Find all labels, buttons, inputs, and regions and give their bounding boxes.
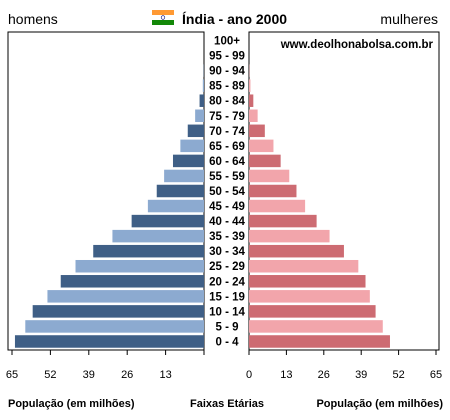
age-group-label: 95 - 99 <box>209 51 245 63</box>
female-bar <box>249 244 344 258</box>
male-bar <box>112 229 204 243</box>
age-group-label: 65 - 69 <box>209 141 245 153</box>
x-tick-label: 13 <box>280 369 292 381</box>
x-axis-title-left: População (em milhões) <box>8 398 135 410</box>
male-bar <box>202 79 204 92</box>
x-tick-label: 26 <box>318 369 330 381</box>
age-group-label: 35 - 39 <box>209 231 245 243</box>
x-tick-label: 65 <box>6 369 18 381</box>
age-group-label: 80 - 84 <box>209 96 245 108</box>
male-bar <box>172 154 204 168</box>
female-bar <box>249 154 281 168</box>
female-bar <box>249 94 254 107</box>
female-bar <box>249 259 359 273</box>
x-tick-label: 65 <box>430 369 442 381</box>
male-bar <box>156 184 204 198</box>
age-group-label: 20 - 24 <box>209 276 245 288</box>
left-series-label: homens <box>8 11 58 27</box>
age-group-label: 40 - 44 <box>209 216 245 228</box>
female-bar <box>249 124 265 138</box>
female-bar <box>249 139 274 153</box>
female-bar <box>249 335 390 348</box>
x-axis-title-center: Faixas Etárias <box>190 398 264 410</box>
age-group-label: 75 - 79 <box>209 111 245 123</box>
male-bar <box>75 259 204 273</box>
age-group-label: 55 - 59 <box>209 171 245 183</box>
watermark-text: www.deolhonabolsa.com.br <box>280 39 434 51</box>
x-tick-label: 0 <box>246 369 252 381</box>
female-bar <box>249 275 366 288</box>
age-group-label: 25 - 29 <box>209 261 245 273</box>
x-tick-label: 39 <box>83 369 95 381</box>
x-tick-label: 39 <box>355 369 367 381</box>
age-group-label: 15 - 19 <box>209 291 245 303</box>
age-group-label: 45 - 49 <box>209 201 245 213</box>
female-bar <box>249 214 317 228</box>
male-bar <box>131 214 204 228</box>
male-bar <box>47 290 205 303</box>
age-group-label: 100+ <box>214 36 240 48</box>
x-tick-label: 13 <box>159 369 171 381</box>
age-group-label: 5 - 9 <box>215 321 238 333</box>
x-tick-label: 26 <box>121 369 133 381</box>
age-group-label: 70 - 74 <box>209 126 245 138</box>
female-bar <box>249 169 290 183</box>
male-bar <box>164 169 204 183</box>
age-group-label: 30 - 34 <box>209 246 245 258</box>
male-bar <box>199 94 204 107</box>
x-tick-label: 52 <box>392 369 404 381</box>
female-bar <box>249 229 330 243</box>
male-bar <box>60 275 204 288</box>
male-bar <box>14 335 205 348</box>
male-bar <box>187 124 204 138</box>
female-bar <box>249 184 297 198</box>
age-group-label: 85 - 89 <box>209 81 245 93</box>
female-bar <box>249 109 258 123</box>
age-group-label: 0 - 4 <box>215 336 239 348</box>
india-flag-icon <box>152 10 174 25</box>
age-group-label: 90 - 94 <box>209 66 245 78</box>
female-bar <box>249 305 376 318</box>
male-bar <box>195 109 204 123</box>
age-group-label: 60 - 64 <box>209 156 245 168</box>
female-bar <box>249 79 251 92</box>
female-bar <box>249 320 383 333</box>
female-bar <box>249 199 306 213</box>
male-bar <box>25 320 204 333</box>
male-bar <box>93 244 204 258</box>
x-axis-title-right: População (em milhões) <box>316 398 443 410</box>
male-bar <box>180 139 204 153</box>
male-bar <box>32 305 204 318</box>
age-group-label: 50 - 54 <box>209 186 245 198</box>
chart-title: Índia - ano 2000 <box>182 11 287 27</box>
male-bar <box>147 199 204 213</box>
age-group-label: 10 - 14 <box>209 306 245 318</box>
right-series-label: mulheres <box>380 11 438 27</box>
female-bar <box>249 290 370 303</box>
x-tick-label: 52 <box>44 369 56 381</box>
